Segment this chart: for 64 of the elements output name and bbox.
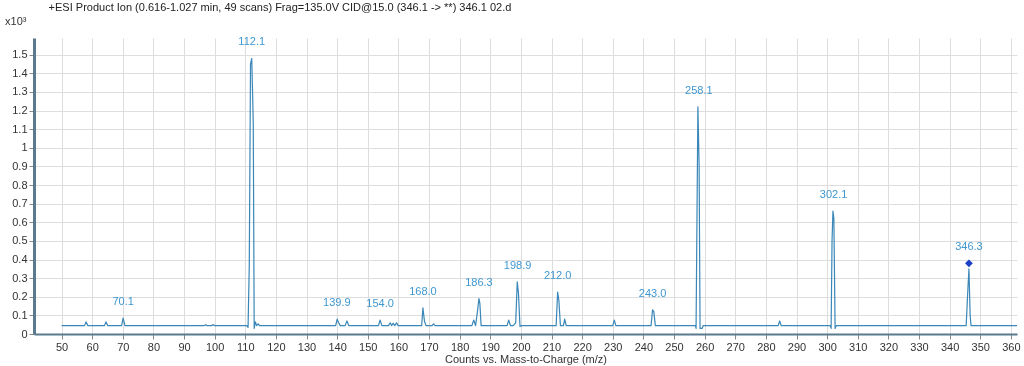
x-tick-label: 270 [726, 340, 745, 353]
x-tick-label: 60 [86, 340, 99, 353]
x-tick-label: 230 [604, 340, 623, 353]
x-tick-label: 280 [757, 340, 776, 353]
y-tick-label: 0.4 [12, 253, 28, 266]
x-tick-label: 190 [481, 340, 500, 353]
x-tick-label: 350 [971, 340, 990, 353]
x-tick-label: 330 [910, 340, 929, 353]
y-tick-label: 1.4 [12, 66, 28, 79]
y-tick-label: 0.1 [12, 308, 28, 321]
annotation: 258.1 [685, 83, 713, 96]
y-tick-label: 0.9 [12, 159, 28, 172]
x-tick-label: 90 [178, 340, 191, 353]
annotation: 168.0 [409, 284, 437, 297]
y-tick-label: 1.1 [12, 122, 28, 135]
x-tick-label: 100 [206, 340, 225, 353]
x-tick-label: 240 [634, 340, 654, 353]
y-tick-label: 1.2 [12, 104, 28, 117]
x-tick-label: 220 [573, 340, 592, 353]
x-tick-label: 110 [237, 340, 255, 353]
y-tick-label: 1 [21, 141, 28, 154]
y-tick-label: 1.5 [12, 48, 28, 61]
x-tick-label: 310 [849, 340, 868, 353]
x-tick-label: 340 [940, 340, 960, 353]
x-tick-label: 300 [818, 340, 837, 353]
x-tick-label: 140 [328, 340, 347, 353]
x-tick-label: 150 [359, 340, 378, 353]
y-tick-label: 0.8 [12, 178, 28, 191]
x-tick-label: 80 [147, 340, 161, 353]
annotation: 302.1 [819, 188, 848, 201]
annotation: 186.3 [465, 275, 493, 288]
annotation: 112.1 [238, 35, 266, 48]
x-tick-label: 250 [665, 340, 684, 353]
y-tick-label: 0.2 [12, 290, 28, 303]
line-series [60, 57, 1018, 330]
annotation: 212.0 [543, 269, 572, 282]
x-tick-label: 130 [297, 340, 317, 353]
annotation: 139.9 [323, 296, 351, 309]
annotation: 243.0 [638, 286, 667, 299]
x-tick-label: 70 [117, 340, 130, 353]
x-tick-label: 200 [512, 340, 531, 353]
y-tick-label: 0.3 [12, 271, 28, 284]
y-tick-label: 0.6 [12, 215, 28, 228]
x-tick-label: 360 [1002, 340, 1021, 353]
y-tick-label: 0.5 [12, 234, 28, 247]
x-tick-label: 320 [879, 340, 899, 353]
chart-title: +ESI Product Ion (0.616-1.027 min, 49 scans) Frag=135.0V CID@15.0 (346.1 -> **) 346.1 02.d [48, 1, 512, 13]
annotation: 154.0 [366, 297, 394, 310]
annotation: 346.3 [955, 240, 983, 253]
x-tick-label: 210 [542, 340, 562, 353]
x-axis-title: Counts vs. Mass-to-Charge (m/z) [445, 352, 607, 365]
y-axis-title: x10³ [5, 14, 27, 27]
x-tick-label: 260 [695, 340, 715, 353]
x-tick-label: 120 [267, 340, 286, 353]
y-tick-label: 0 [21, 327, 28, 340]
x-tick-label: 290 [787, 340, 807, 353]
y-tick-label: 1.3 [12, 85, 28, 98]
x-tick-label: 50 [55, 340, 69, 353]
y-tick-label: 0.7 [12, 197, 28, 210]
annotation: 198.9 [503, 258, 532, 271]
annotation: 70.1 [112, 295, 134, 308]
x-tick-label: 180 [450, 340, 470, 353]
x-tick-label: 170 [420, 340, 439, 353]
x-tick-label: 160 [389, 340, 409, 353]
